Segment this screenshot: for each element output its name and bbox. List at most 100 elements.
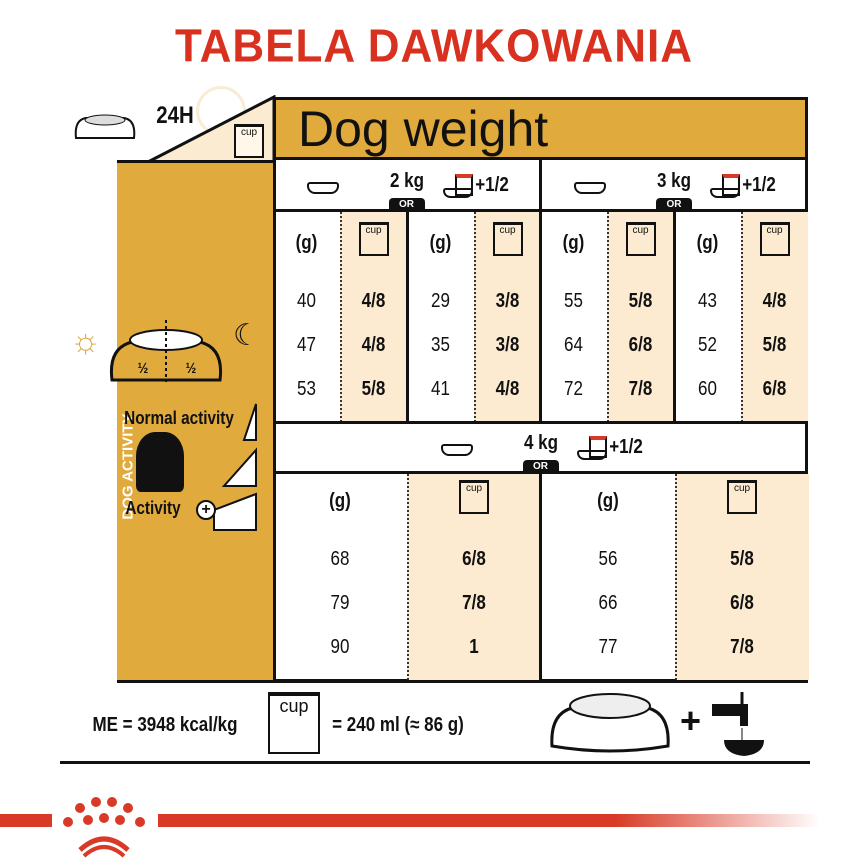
brand-band — [0, 814, 820, 827]
grams-value: 43 — [698, 290, 717, 312]
divider — [673, 212, 676, 422]
food-bowl-icon — [74, 114, 136, 139]
cup-value: 6/8 — [730, 592, 754, 614]
weight-label: 2 kg — [389, 170, 424, 192]
divider — [406, 212, 409, 422]
or-badge: OR — [656, 198, 692, 212]
bowl-icon — [574, 182, 606, 194]
royal-canin-logo — [52, 792, 158, 862]
bowl-icon — [442, 188, 473, 198]
bowl-icon — [576, 450, 607, 460]
grams-header: (g) — [329, 490, 351, 512]
cup-icon: cup — [459, 480, 489, 514]
cup-column — [340, 212, 407, 422]
activity-panel — [117, 160, 275, 682]
cup-value: 5/8 — [762, 334, 787, 356]
grams-value: 41 — [431, 378, 450, 400]
grams-value: 66 — [598, 592, 618, 614]
cup-icon: cup — [727, 480, 757, 514]
water-tap-icon — [712, 692, 764, 756]
dog-silhouette-icon — [136, 432, 184, 492]
cup-value: 6/8 — [628, 334, 653, 356]
or-badge: OR — [388, 198, 425, 212]
column-divider — [407, 474, 409, 680]
cup-value: 4/8 — [361, 290, 386, 312]
half-evening: ½ — [185, 360, 197, 377]
grams-value: 77 — [598, 636, 618, 658]
bowl-icon — [440, 444, 473, 456]
cup-icon: cup — [234, 124, 264, 158]
divider — [539, 474, 542, 680]
cup-value: 7/8 — [628, 378, 653, 400]
footer-divider — [60, 761, 810, 764]
cup-value: 4/8 — [762, 290, 787, 312]
cup-value: 5/8 — [628, 290, 653, 312]
grams-value: 90 — [330, 636, 350, 658]
grams-value: 40 — [297, 290, 316, 312]
divider — [273, 421, 808, 424]
cup-value: 6/8 — [462, 548, 486, 570]
bowl-icon — [710, 188, 740, 198]
cup-column — [741, 212, 808, 422]
cup-value: 7/8 — [730, 636, 754, 658]
plus-circle-icon: + — [196, 500, 216, 520]
grams-value: 35 — [431, 334, 450, 356]
dog-weight-title: Dog weight — [298, 101, 549, 157]
weight-label: 4 kg — [523, 432, 558, 454]
column-divider — [474, 212, 476, 422]
cup-label: cup — [240, 127, 258, 138]
or-badge: OR — [522, 460, 559, 474]
sun-icon: ☼ — [70, 322, 102, 360]
grams-value: 55 — [564, 290, 583, 312]
cup-label: cup — [279, 696, 309, 716]
grams-value: 72 — [564, 378, 583, 400]
cup-value: 7/8 — [462, 592, 486, 614]
normal-activity-label: Normal activity — [124, 408, 234, 428]
cup-icon: cup — [759, 222, 790, 256]
column-divider — [741, 212, 743, 422]
dog-weight-header: Dog weight — [273, 97, 808, 160]
energy-value: ME = 3948 kcal/kg — [92, 714, 238, 736]
grams-value: 56 — [598, 548, 618, 570]
bowl-icon — [306, 182, 339, 194]
plus-half-label: +1/2 — [608, 436, 643, 458]
cup-column — [474, 212, 541, 422]
grams-header: (g) — [597, 490, 619, 512]
cup-value: 5/8 — [730, 548, 754, 570]
grams-value: 29 — [431, 290, 450, 312]
cup-icon: cup — [492, 222, 523, 256]
divider — [117, 680, 808, 683]
grams-value: 52 — [698, 334, 717, 356]
grams-value: 47 — [297, 334, 316, 356]
cup-value: 6/8 — [762, 378, 787, 400]
food-bowl-icon — [550, 693, 670, 753]
moon-icon: ☾ — [233, 319, 260, 352]
half-morning: ½ — [137, 360, 149, 377]
activity-label: Activity — [125, 498, 181, 518]
time-label: 24H — [156, 102, 194, 129]
cup-column — [607, 212, 674, 422]
cup-column — [407, 474, 541, 680]
cup-equivalent: = 240 ml (≈ 86 g) — [332, 714, 464, 736]
cup-icon: cup — [625, 222, 656, 256]
grams-value: 53 — [297, 378, 316, 400]
grams-header: (g) — [295, 232, 318, 254]
grams-value: 79 — [330, 592, 350, 614]
grams-value: 68 — [330, 548, 350, 570]
cup-value: 4/8 — [361, 334, 386, 356]
cup-value: 3/8 — [495, 290, 520, 312]
cup-value: 1 — [469, 636, 479, 658]
column-divider — [607, 212, 609, 422]
cup-value: 5/8 — [361, 378, 386, 400]
plus-half-label: +1/2 — [742, 174, 776, 196]
plus-icon: + — [680, 700, 702, 741]
page-title: TABELA DAWKOWANIA — [174, 20, 694, 73]
divider — [539, 160, 542, 422]
column-divider — [340, 212, 342, 422]
grams-header: (g) — [696, 232, 719, 254]
cup-value: 4/8 — [495, 378, 520, 400]
grams-header: (g) — [429, 232, 452, 254]
cup-icon: cup — [268, 692, 320, 754]
weight-label: 3 kg — [656, 170, 692, 192]
split-bowl-icon — [109, 320, 223, 382]
